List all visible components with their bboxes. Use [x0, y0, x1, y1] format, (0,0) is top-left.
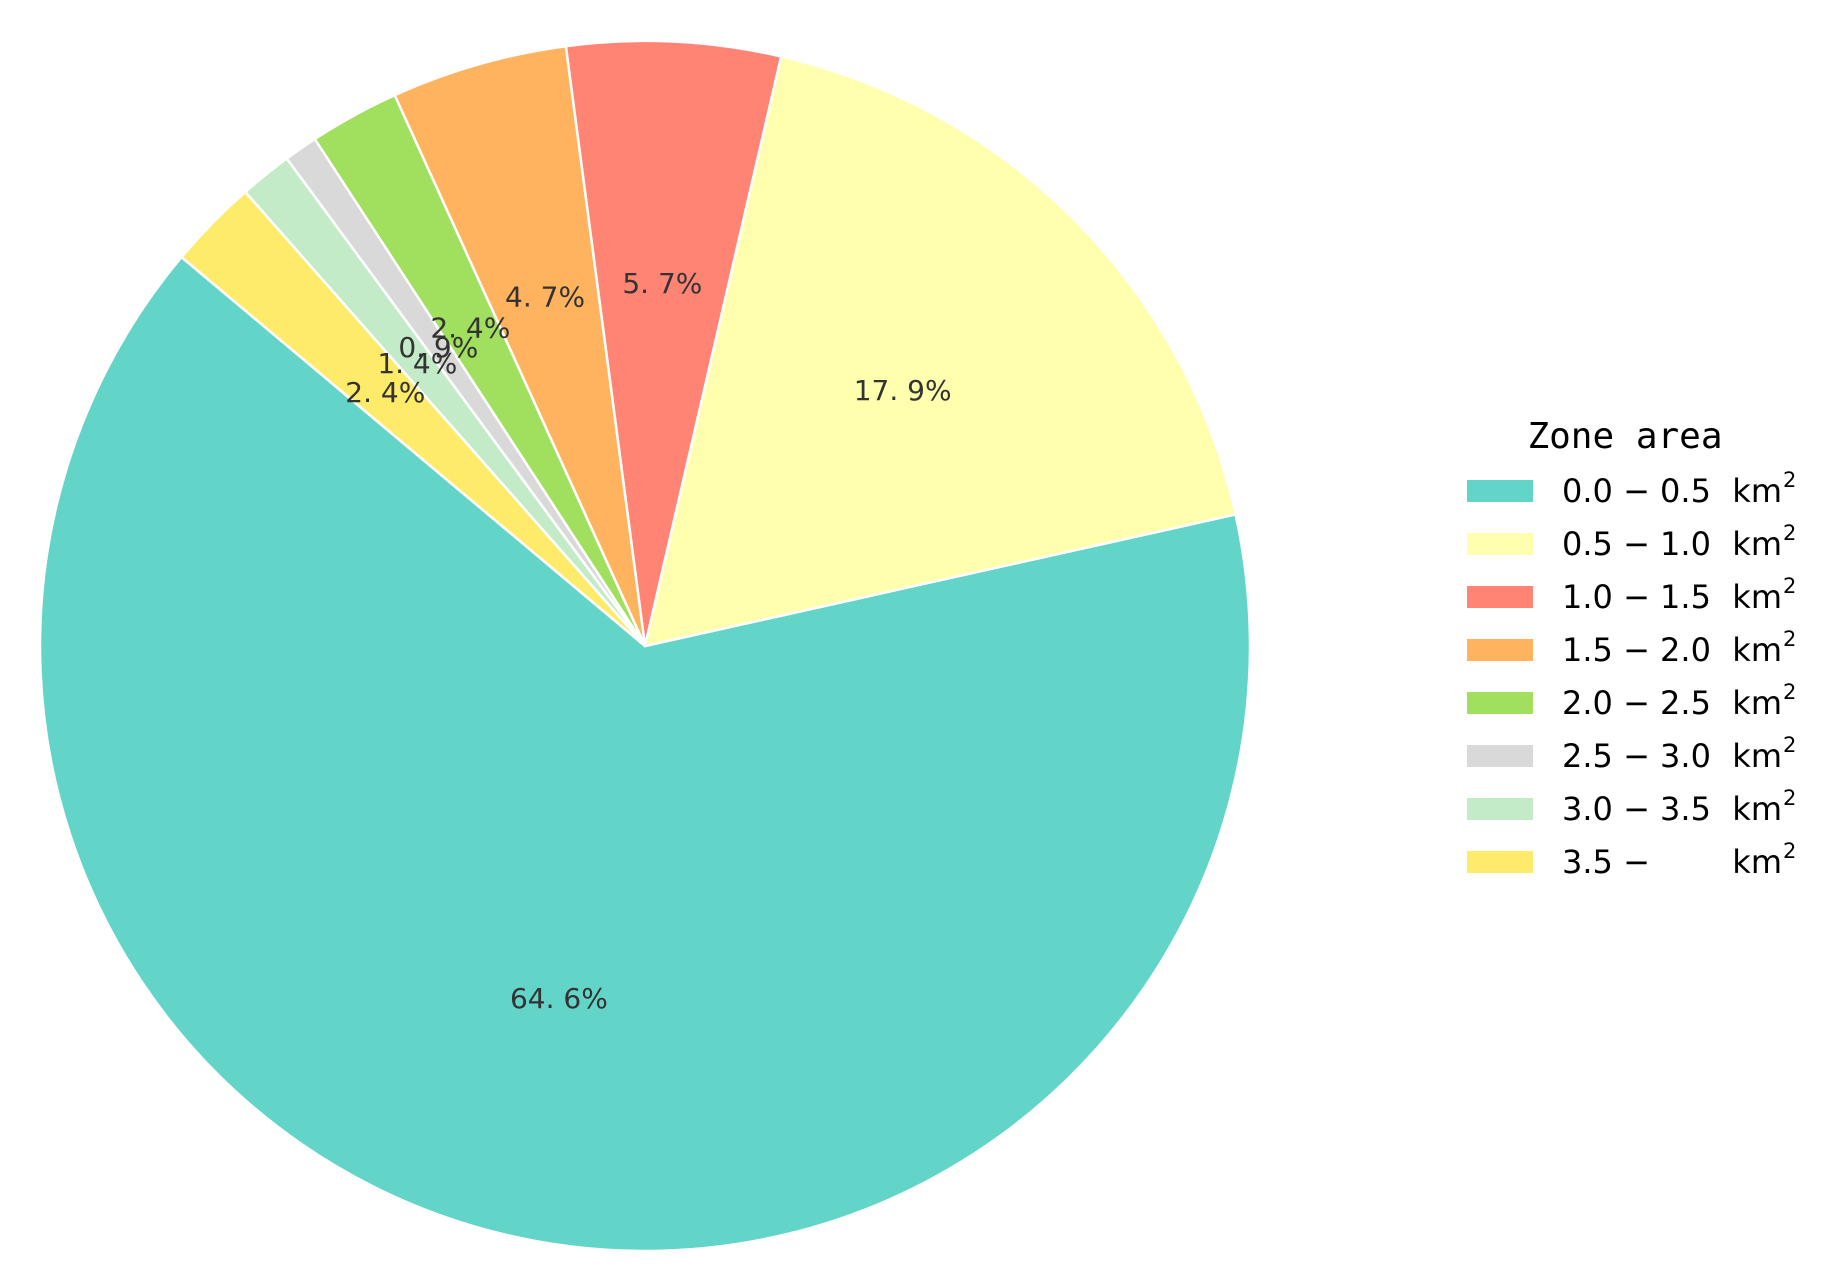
legend-label: 1.0 − 1.5	[1562, 578, 1711, 616]
pie-slice	[564, 39, 783, 648]
legend-swatch	[1467, 745, 1533, 767]
legend-unit: km	[1732, 790, 1782, 828]
legend-label: 2.5 − 3.0	[1562, 737, 1711, 775]
legend-unit: km	[1732, 843, 1782, 881]
legend-swatch	[1467, 692, 1533, 714]
pie-percent-label: 4. 7%	[505, 281, 585, 314]
legend-unit-superscript: 2	[1783, 521, 1796, 545]
legend-unit-superscript: 2	[1783, 627, 1796, 651]
legend-item: 1.5 − 2.0 km 2	[1467, 627, 1796, 669]
legend-swatch	[1467, 586, 1533, 608]
legend-swatch	[1467, 533, 1533, 555]
pie-slices	[38, 39, 1252, 1253]
legend-unit-superscript: 2	[1783, 680, 1796, 704]
legend-label: 0.0 − 0.5	[1562, 472, 1711, 510]
legend-unit: km	[1732, 631, 1782, 669]
legend-label: 3.5 −	[1562, 843, 1650, 881]
pie-slice	[643, 55, 1237, 648]
legend-unit: km	[1732, 684, 1782, 722]
pie-percent-label: 2. 4%	[430, 311, 510, 344]
pie-percent-label: 2. 4%	[345, 376, 425, 409]
legend-unit-superscript: 2	[1783, 468, 1796, 492]
legend-swatch	[1467, 798, 1533, 820]
legend-items: 0.0 − 0.5 km 20.5 − 1.0 km 21.0 − 1.5 km 21.5 …	[1467, 468, 1796, 881]
pie-percent-label: 64. 6%	[510, 982, 608, 1015]
legend-item: 3.0 − 3.5 km 2	[1467, 786, 1796, 828]
legend-unit-superscript: 2	[1783, 786, 1796, 810]
legend-unit: km	[1732, 472, 1782, 510]
legend-item: 2.5 − 3.0 km 2	[1467, 733, 1796, 775]
pie-percent-label: 17. 9%	[854, 374, 952, 407]
legend-item: 3.5 − km 2	[1467, 839, 1796, 881]
legend-unit-superscript: 2	[1783, 839, 1796, 863]
legend-unit: km	[1732, 525, 1782, 563]
legend-item: 2.0 − 2.5 km 2	[1467, 680, 1796, 722]
legend-unit-superscript: 2	[1783, 574, 1796, 598]
legend-label: 0.5 − 1.0	[1562, 525, 1711, 563]
legend-item: 1.0 − 1.5 km 2	[1467, 574, 1796, 616]
pie-percent-label: 0. 9%	[398, 331, 478, 364]
legend-swatch	[1467, 851, 1533, 873]
legend-label: 2.0 − 2.5	[1562, 684, 1711, 722]
pie-slice	[38, 255, 1252, 1253]
legend-item: 0.0 − 0.5 km 2	[1467, 468, 1796, 510]
pie-percent-label: 5. 7%	[622, 267, 702, 300]
legend-label: 3.0 − 3.5	[1562, 790, 1711, 828]
legend-item: 0.5 − 1.0 km 2	[1467, 521, 1796, 563]
pie-percent-label: 1. 4%	[377, 347, 457, 380]
legend-unit: km	[1732, 578, 1782, 616]
legend-unit-superscript: 2	[1783, 733, 1796, 757]
pie-slice	[180, 190, 647, 648]
legend: Zone area 0.0 − 0.5 km 20.5 − 1.0 km 21.0 − …	[1467, 416, 1796, 881]
pie-slice	[393, 44, 647, 648]
legend-title: Zone area	[1527, 416, 1722, 457]
legend-swatch	[1467, 639, 1533, 661]
pie-percent-labels: 64. 6%17. 9%5. 7%4. 7%2. 4%0. 9%1. 4%2. …	[345, 267, 951, 1015]
legend-unit: km	[1732, 737, 1782, 775]
legend-swatch	[1467, 480, 1533, 502]
legend-label: 1.5 − 2.0	[1562, 631, 1711, 669]
